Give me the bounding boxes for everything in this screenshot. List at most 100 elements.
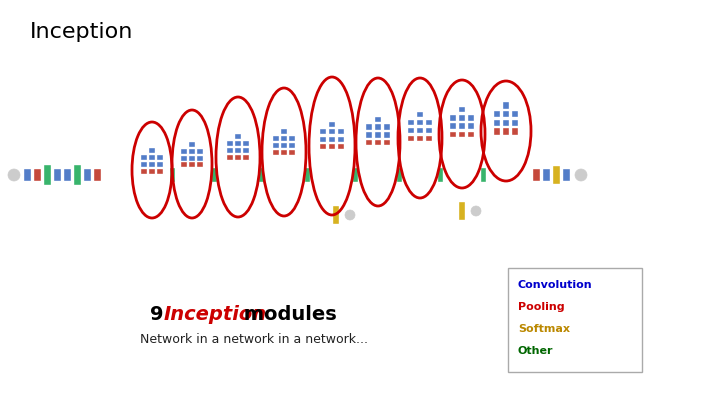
FancyBboxPatch shape [73, 165, 81, 185]
FancyBboxPatch shape [181, 162, 186, 167]
FancyBboxPatch shape [281, 129, 287, 134]
Text: Other: Other [518, 346, 554, 356]
FancyBboxPatch shape [438, 168, 443, 182]
FancyBboxPatch shape [189, 162, 195, 167]
Text: Network in a network in a network...: Network in a network in a network... [140, 333, 368, 346]
FancyBboxPatch shape [329, 144, 335, 149]
FancyBboxPatch shape [273, 150, 279, 155]
FancyBboxPatch shape [480, 168, 485, 182]
FancyBboxPatch shape [459, 115, 465, 121]
FancyBboxPatch shape [459, 132, 465, 137]
FancyBboxPatch shape [494, 111, 500, 117]
FancyBboxPatch shape [468, 115, 474, 121]
FancyBboxPatch shape [43, 165, 50, 185]
FancyBboxPatch shape [141, 162, 147, 167]
FancyBboxPatch shape [417, 136, 423, 141]
FancyBboxPatch shape [320, 144, 326, 149]
FancyBboxPatch shape [169, 168, 174, 182]
FancyBboxPatch shape [375, 117, 381, 122]
FancyBboxPatch shape [243, 155, 249, 160]
FancyBboxPatch shape [512, 120, 518, 126]
FancyBboxPatch shape [235, 148, 241, 153]
FancyBboxPatch shape [243, 141, 249, 146]
FancyBboxPatch shape [189, 156, 195, 160]
FancyBboxPatch shape [397, 168, 402, 182]
FancyBboxPatch shape [273, 143, 279, 148]
FancyBboxPatch shape [149, 168, 155, 174]
FancyBboxPatch shape [235, 141, 241, 146]
FancyBboxPatch shape [149, 148, 155, 153]
FancyBboxPatch shape [512, 128, 518, 134]
FancyBboxPatch shape [366, 132, 372, 138]
Text: modules: modules [237, 305, 337, 324]
FancyBboxPatch shape [503, 120, 509, 126]
FancyBboxPatch shape [320, 129, 326, 134]
FancyBboxPatch shape [468, 132, 474, 137]
FancyBboxPatch shape [329, 122, 335, 127]
FancyBboxPatch shape [503, 102, 509, 109]
FancyBboxPatch shape [503, 111, 509, 117]
FancyBboxPatch shape [197, 156, 203, 160]
FancyBboxPatch shape [181, 156, 186, 160]
FancyBboxPatch shape [353, 168, 358, 182]
FancyBboxPatch shape [384, 140, 390, 145]
FancyBboxPatch shape [53, 169, 60, 181]
FancyBboxPatch shape [289, 136, 295, 141]
Text: Softmax: Softmax [518, 324, 570, 334]
FancyBboxPatch shape [552, 166, 559, 184]
FancyBboxPatch shape [197, 149, 203, 154]
FancyBboxPatch shape [542, 169, 549, 181]
FancyBboxPatch shape [494, 128, 500, 134]
Circle shape [345, 210, 355, 220]
FancyBboxPatch shape [141, 155, 147, 160]
FancyBboxPatch shape [281, 150, 287, 155]
Text: Convolution: Convolution [518, 280, 593, 290]
FancyBboxPatch shape [227, 155, 233, 160]
FancyBboxPatch shape [320, 136, 326, 142]
FancyBboxPatch shape [329, 136, 335, 142]
FancyBboxPatch shape [384, 132, 390, 138]
FancyBboxPatch shape [366, 140, 372, 145]
FancyBboxPatch shape [384, 124, 390, 130]
FancyBboxPatch shape [227, 148, 233, 153]
FancyBboxPatch shape [417, 128, 423, 133]
FancyBboxPatch shape [305, 168, 310, 182]
FancyBboxPatch shape [508, 268, 642, 372]
FancyBboxPatch shape [149, 155, 155, 160]
FancyBboxPatch shape [408, 136, 414, 141]
FancyBboxPatch shape [157, 155, 163, 160]
FancyBboxPatch shape [375, 124, 381, 130]
FancyBboxPatch shape [408, 128, 414, 133]
FancyBboxPatch shape [417, 119, 423, 125]
FancyBboxPatch shape [366, 124, 372, 130]
FancyBboxPatch shape [34, 169, 40, 181]
FancyBboxPatch shape [426, 136, 432, 141]
FancyBboxPatch shape [468, 123, 474, 129]
FancyBboxPatch shape [157, 168, 163, 174]
FancyBboxPatch shape [426, 128, 432, 133]
FancyBboxPatch shape [450, 123, 456, 129]
FancyBboxPatch shape [338, 144, 343, 149]
FancyBboxPatch shape [63, 169, 71, 181]
FancyBboxPatch shape [459, 123, 465, 129]
FancyBboxPatch shape [289, 150, 295, 155]
FancyBboxPatch shape [227, 141, 233, 146]
FancyBboxPatch shape [235, 155, 241, 160]
FancyBboxPatch shape [459, 107, 465, 113]
FancyBboxPatch shape [258, 168, 264, 182]
FancyBboxPatch shape [243, 148, 249, 153]
FancyBboxPatch shape [149, 162, 155, 167]
FancyBboxPatch shape [512, 111, 518, 117]
FancyBboxPatch shape [197, 162, 203, 167]
Circle shape [575, 169, 587, 181]
FancyBboxPatch shape [94, 169, 101, 181]
FancyBboxPatch shape [408, 119, 414, 125]
FancyBboxPatch shape [375, 140, 381, 145]
Text: Inception: Inception [30, 22, 133, 42]
Circle shape [471, 206, 481, 216]
FancyBboxPatch shape [375, 132, 381, 138]
Circle shape [8, 169, 20, 181]
FancyBboxPatch shape [157, 162, 163, 167]
FancyBboxPatch shape [426, 119, 432, 125]
FancyBboxPatch shape [338, 136, 343, 142]
